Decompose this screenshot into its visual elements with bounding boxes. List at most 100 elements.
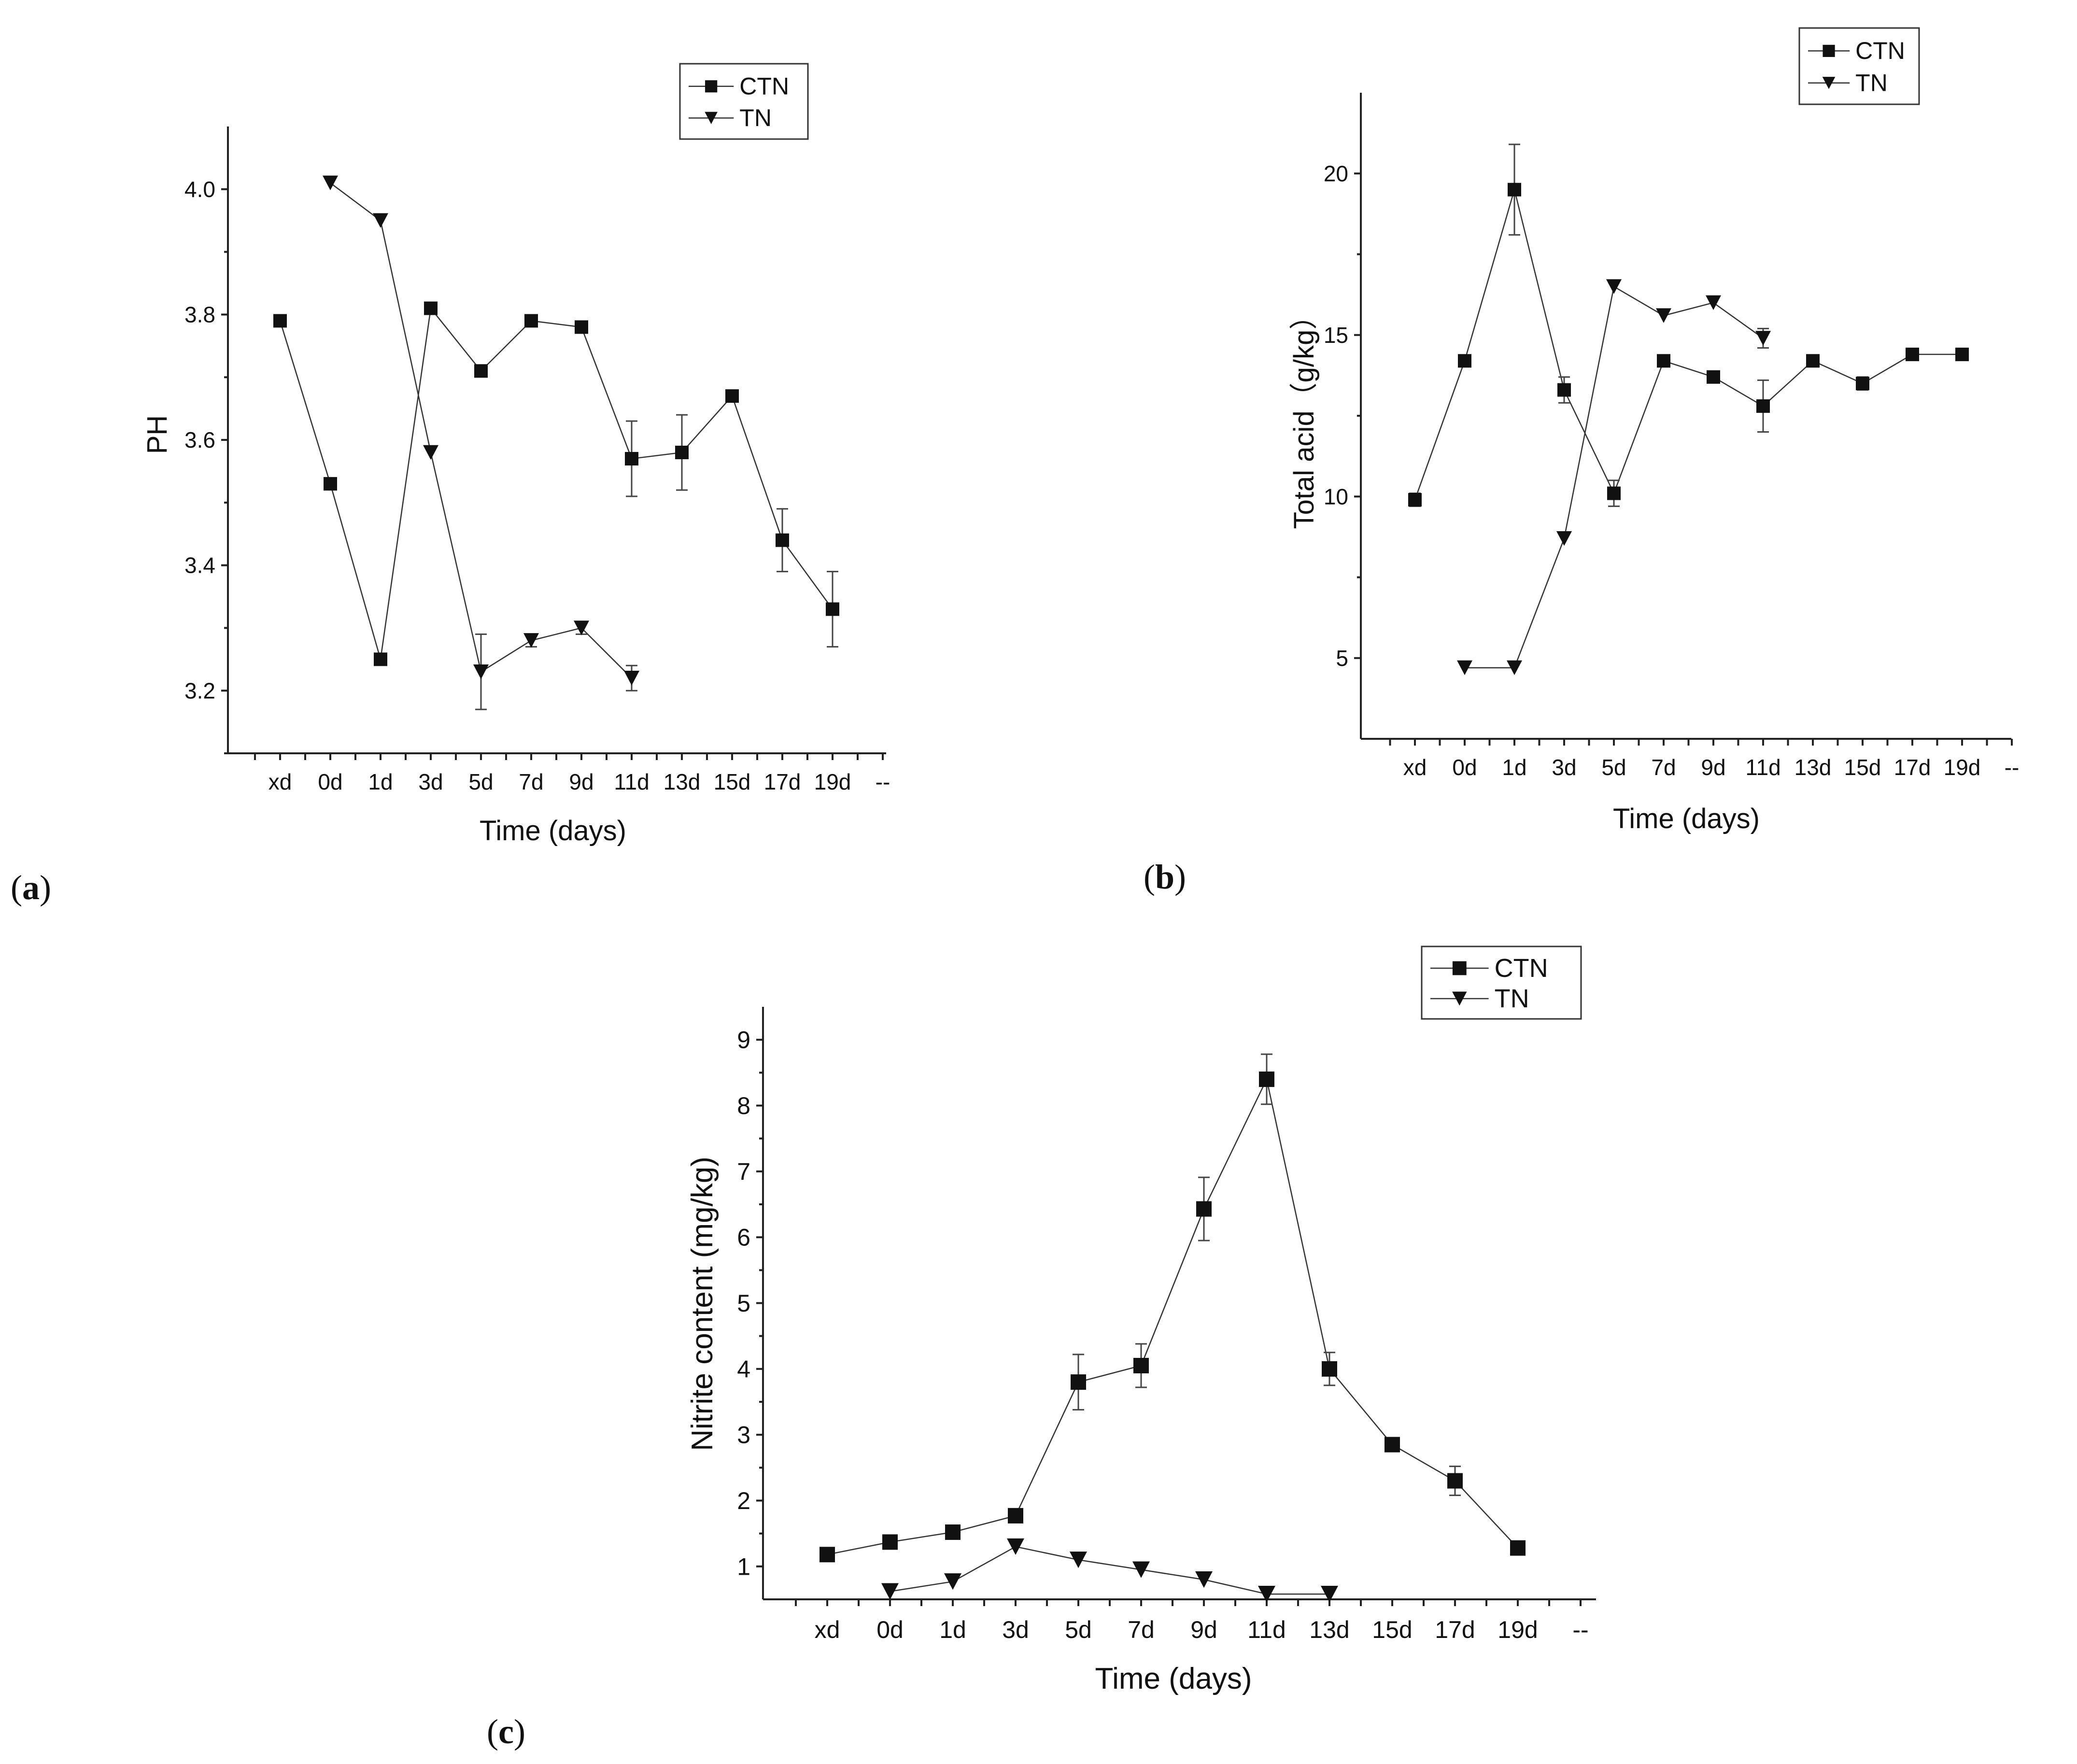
x-tick-label: 1d [368,769,393,794]
y-tick-label: 4.0 [184,177,215,202]
x-tick-label: 11d [614,769,649,794]
data-point-tn [1132,1561,1150,1578]
x-tick-label: 17d [1894,755,1931,780]
legend-label: TN [1495,984,1529,1013]
y-tick-label: 3.2 [184,678,215,703]
series-line-segment [1141,1569,1204,1581]
series-line-segment [1329,1369,1393,1445]
data-point-tn [624,671,639,686]
series-ctn [819,1053,1526,1563]
x-tick-label: 0d [876,1616,904,1643]
panel-label-open: ( [1144,858,1155,896]
panel-label-letter: a [22,868,40,907]
y-tick-label: 10 [1324,484,1348,509]
data-point-ctn [1955,347,1969,361]
data-point-tn [1656,308,1671,323]
data-point-ctn [1322,1361,1337,1377]
series-line-segment [1455,1480,1518,1549]
series-line-segment [827,1541,890,1555]
data-point-tn [423,445,438,460]
legend-marker [1452,961,1467,975]
legend-label: CTN [1495,954,1548,983]
x-tick-label: 17d [764,769,801,794]
y-tick-label: 4 [737,1355,750,1383]
series-line-segment [1078,1559,1142,1570]
chart-panel-a: 3.2 3.4 3.6 3.8 4.0 xd 0d 1d 3d 5d 7d 9d 11d 13d 15d 17… [11,63,890,907]
series-line-segment [1140,1209,1205,1366]
data-point-ctn [1806,354,1820,368]
x-tick-label: 9d [569,769,593,794]
series-line-segment [1078,1365,1142,1383]
legend-marker [705,80,718,93]
data-point-tn [574,621,589,635]
series-line-segment [1563,286,1615,539]
data-point-ctn [1508,183,1521,197]
chart-panel-b: 5 10 15 20 xd 0d 1d 3d 5d 7d 9d 11d 13d 15d 17d 19d -- Ti… [1144,27,2020,896]
series-line-segment [1513,538,1565,668]
series-line-segment [279,321,331,484]
data-point-ctn [1906,347,1919,361]
series-tn [1457,279,1771,676]
series-line-segment [1563,389,1615,494]
series-tn [881,1538,1338,1603]
x-tick-label: -- [2005,755,2020,780]
data-point-ctn [1071,1374,1086,1390]
x-tick-label: 19d [1498,1616,1538,1643]
data-point-ctn [1707,370,1720,384]
series-line-segment [531,320,582,328]
series-line-segment [952,1515,1016,1533]
data-point-ctn [524,314,538,328]
panel-label: (c) [487,1712,525,1751]
data-point-ctn [725,389,739,403]
series-line-segment [380,220,432,453]
y-tick-label: 8 [737,1092,750,1119]
legend: CTN TN [1798,27,1920,105]
data-point-ctn [575,320,588,334]
series-line-segment [781,539,834,610]
panel-label: (a) [11,868,51,907]
x-tick-label: 15d [1372,1616,1412,1643]
series-line-segment [1613,286,1664,316]
data-point-ctn [1607,486,1621,500]
x-tick-label: 13d [1794,755,1832,780]
x-tick-label: 0d [1452,755,1477,780]
data-point-ctn [1657,354,1670,368]
series-line-segment [890,1581,953,1592]
legend-label: TN [739,104,772,131]
x-tick-label: 0d [318,769,342,794]
chart-panel-c: 1 2 3 4 5 6 7 8 9 xd 0d 1d 3d 5d 7d 9d 11d 13d 15d 17d 19d --… [487,946,1596,1751]
data-point-ctn [1557,383,1571,397]
data-point-ctn [474,364,488,378]
x-tick-label: 11d [1247,1616,1286,1643]
data-point-ctn [819,1547,835,1563]
data-point-tn [1195,1571,1213,1588]
series-line-segment [330,182,381,221]
y-tick-label: 7 [737,1158,750,1185]
panel-label-letter: b [1155,858,1174,896]
series-line-segment [430,452,482,672]
data-point-ctn [273,314,287,328]
series-line-segment [1663,360,1714,378]
data-point-ctn [1447,1473,1463,1489]
data-point-tn [1007,1538,1024,1555]
series-line-segment [1713,376,1764,407]
data-point-ctn [324,477,337,491]
series-line-segment [1203,1579,1267,1595]
series-line-segment [480,320,532,372]
series-line-segment [731,395,783,541]
legend: CTN TN [679,63,809,140]
legend-box [1798,27,1920,105]
data-point-ctn [945,1524,961,1540]
x-tick-label: xd [268,769,292,794]
series-line-segment [1513,189,1565,390]
x-tick-label: 19d [814,769,851,794]
series-line-segment [1392,1444,1455,1482]
data-point-tn [944,1573,961,1590]
data-point-ctn [675,445,689,459]
data-point-ctn [1259,1071,1274,1087]
x-tick-label: 3d [1002,1616,1029,1643]
series-line-segment [1763,360,1813,407]
x-tick-label: 5d [1601,755,1626,780]
series-line-segment [1015,1546,1079,1561]
series-line-segment [430,308,481,372]
